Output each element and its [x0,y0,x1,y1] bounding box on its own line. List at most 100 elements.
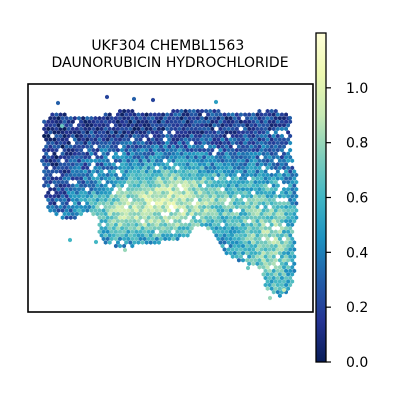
spot-marker [169,119,174,124]
spot-marker [273,151,278,156]
spot-marker [126,208,131,213]
spot-marker [224,208,229,213]
spot-marker [72,201,77,206]
spot-marker [222,204,227,210]
spot-marker [292,190,297,195]
spot-marker [111,119,116,124]
spot-marker [60,165,65,171]
spot-marker [122,172,127,178]
spot-marker [138,115,143,121]
spot-marker [62,119,67,124]
spot-marker [243,112,247,117]
spot-marker [218,169,223,174]
spot-marker [50,176,55,181]
spot-marker [83,204,88,210]
spot-marker [269,165,274,171]
spot-marker [120,140,124,146]
spot-marker [171,108,176,114]
spot-marker [93,137,98,142]
spot-marker [275,247,280,252]
spot-marker [259,176,264,181]
spot-marker [126,144,131,149]
spot-marker [267,240,272,245]
spot-marker [286,229,291,235]
spot-marker [50,119,55,124]
spot-marker [232,236,237,242]
spot-marker [103,126,108,132]
spot-marker [152,226,157,231]
spot-marker [288,211,293,217]
spot-marker [263,169,268,174]
spot-marker [247,119,252,124]
spot-marker [271,218,276,224]
spot-marker [191,165,196,171]
spot-marker [288,247,293,252]
spot-marker [267,261,272,266]
spot-marker [107,140,112,146]
spot-marker [288,197,293,203]
spot-marker [234,211,239,217]
spot-marker [46,133,51,139]
spot-marker [263,226,268,231]
spot-marker [277,144,282,149]
spot-marker [77,123,81,128]
spot-marker [195,123,200,128]
spot-marker [286,151,291,156]
spot-marker [165,169,170,174]
spot-marker [148,183,153,188]
spot-marker [77,165,81,171]
spot-marker [161,119,165,124]
spot-marker [277,293,282,298]
spot-marker [150,179,155,185]
spot-marker [251,169,256,174]
spot-marker [288,218,293,224]
spot-marker [183,186,188,192]
spot-marker [253,123,258,128]
spot-marker [208,208,213,213]
spot-marker [68,237,72,243]
spot-marker [288,190,293,195]
spot-marker [72,172,77,178]
spot-marker [93,179,98,185]
spot-marker [292,261,297,266]
spot-marker [253,208,258,213]
spot-marker [64,179,69,185]
spot-marker [109,130,114,135]
spot-marker [202,197,206,203]
spot-marker [288,226,293,231]
spot-marker [284,119,288,124]
spot-marker [42,155,47,160]
spot-marker [77,151,81,156]
spot-marker [142,229,147,235]
spot-marker [54,126,59,132]
spot-marker [177,147,182,153]
spot-marker [271,197,276,203]
spot-marker [267,197,272,203]
spot-marker [177,233,182,238]
spot-marker [280,162,284,167]
spot-marker [263,247,268,252]
spot-marker [60,151,65,156]
spot-marker [118,108,122,114]
spot-marker [265,108,270,114]
spot-marker [189,218,194,224]
spot-marker [161,133,165,139]
spot-marker [46,176,51,181]
spot-marker [234,112,239,117]
spot-marker [70,211,75,217]
spot-marker [243,204,247,210]
spot-marker [222,218,227,224]
spot-marker [150,229,155,235]
spot-marker [239,112,243,117]
spot-marker [280,147,284,153]
spot-marker [83,155,88,160]
spot-marker [179,137,184,142]
spot-marker [122,236,127,242]
spot-marker [249,243,254,249]
spot-marker [282,287,286,293]
spot-marker [257,158,262,164]
spot-marker [148,169,153,174]
spot-marker [263,254,268,259]
spot-marker [284,162,288,167]
spot-marker [261,144,266,149]
